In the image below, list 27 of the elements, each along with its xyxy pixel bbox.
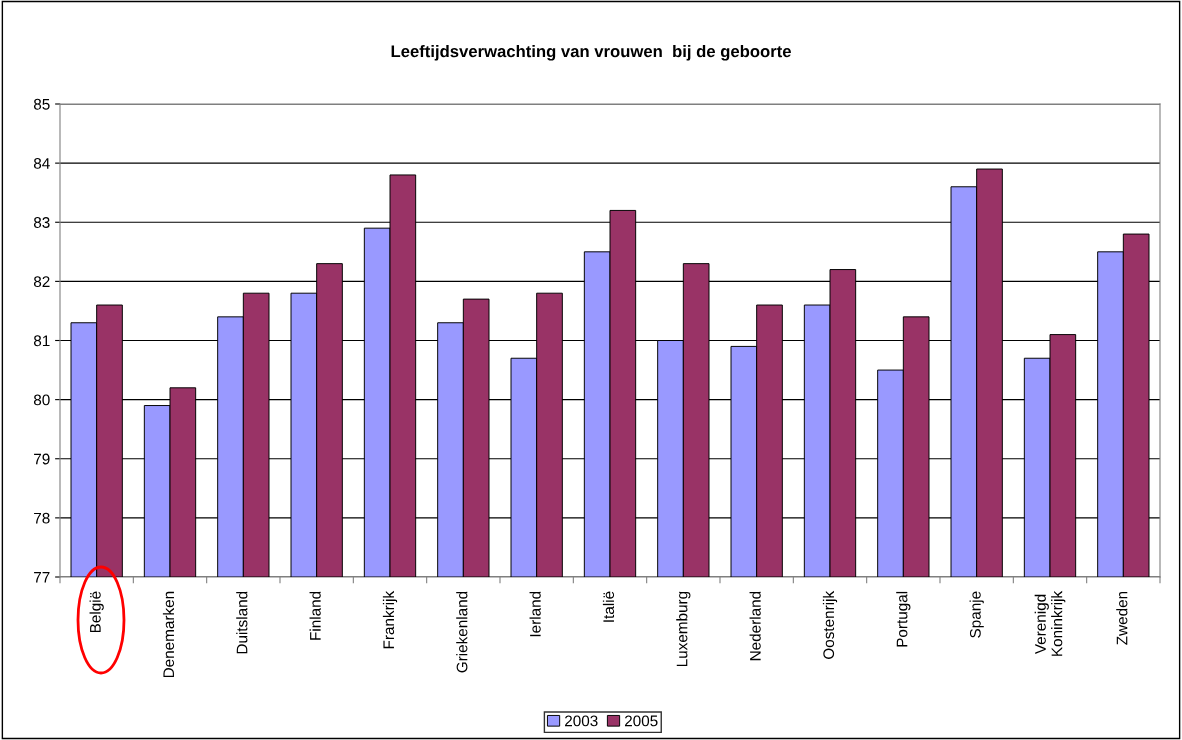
- legend-label: 2003: [565, 715, 598, 727]
- y-tick-label: 83: [33, 217, 50, 228]
- x-tick-label: Portugal: [896, 591, 911, 647]
- y-tick-label: 85: [33, 98, 50, 110]
- legend-label: 2005: [624, 715, 658, 727]
- x-tick-label: Italië: [602, 591, 615, 622]
- y-tick-label: 82: [33, 276, 50, 288]
- x-tick-label: Finland: [309, 591, 321, 640]
- y-tick-label: 77: [34, 572, 50, 583]
- y-tick-label: 80: [33, 394, 50, 406]
- chart-title: Leeftijdsverwachting van vrouwen bij de geboorte: [391, 45, 791, 61]
- y-tick-label: 84: [33, 157, 50, 169]
- x-tick-label: Zweden: [1116, 591, 1128, 645]
- x-tick-label: Denemarken: [162, 591, 175, 678]
- x-tick-label: België: [89, 591, 104, 633]
- x-tick-label: Oostenrijk: [822, 590, 838, 659]
- x-tick-label: Luxemburg: [676, 591, 691, 667]
- x-tick-label: Duitsland: [236, 591, 248, 654]
- x-tick-label: Verenigd Koninkrijk: [1034, 590, 1066, 656]
- x-tick-label: Ierland: [529, 591, 541, 637]
- y-tick-label: 78: [34, 512, 50, 524]
- x-tick-label: Spanje: [969, 591, 984, 638]
- x-tick-label: Frankrijk: [382, 590, 398, 649]
- y-tick-label: 79: [34, 453, 50, 465]
- x-tick-label: Nederland: [749, 591, 761, 661]
- x-tick-label: Griekenland: [456, 591, 468, 673]
- y-tick-label: 81: [33, 335, 50, 347]
